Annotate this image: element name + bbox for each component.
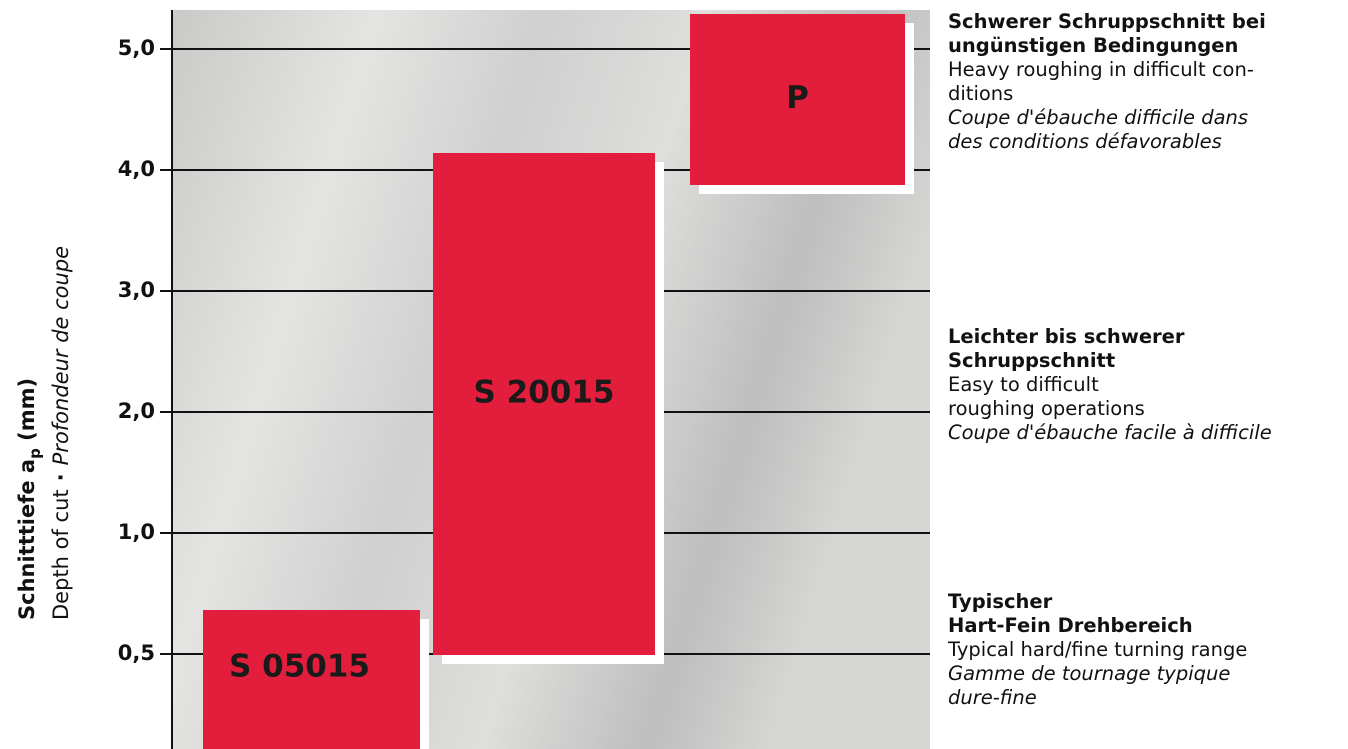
y-axis-title: Schnitttiefe ap (mm) — [15, 378, 44, 620]
y-title-separator: · — [49, 473, 73, 481]
box-label: S 20015 — [474, 375, 615, 411]
box-label: P — [786, 80, 809, 116]
y-axis-title-2: Depth of cut · Profondeur de coupe — [49, 246, 73, 620]
description-line: Leichter bis schwerer — [948, 325, 1272, 349]
y-title-unit: (mm) — [15, 378, 39, 448]
description-line: Easy to difficult — [948, 373, 1272, 397]
y-tick-label: 5,0 — [118, 36, 155, 60]
y-title-main: Schnitttiefe a — [15, 459, 39, 620]
description-line: ungünstigen Bedingungen — [948, 34, 1266, 58]
description-line: roughing operations — [948, 397, 1272, 421]
description-line: Hart-Fein Drehbereich — [948, 614, 1247, 638]
y-title-en: Depth of cut — [49, 489, 73, 620]
y-title-fr: Profondeur de coupe — [49, 246, 73, 465]
description-line: Heavy roughing in difficult con- — [948, 58, 1266, 82]
description-line: Gamme de tournage typique — [948, 662, 1247, 686]
box-label: S 05015 — [229, 649, 370, 685]
description-line: Coupe d'ébauche facile à difficile — [948, 421, 1272, 445]
page: {"axis_title": {"main": "Schnitttiefe a"… — [0, 0, 1348, 749]
description-line: Typical hard/fine turning range — [948, 638, 1247, 662]
y-tick-label: 3,0 — [118, 278, 155, 302]
description-line: ditions — [948, 82, 1266, 106]
y-tick-label: 1,0 — [118, 520, 155, 544]
y-title-sub: p — [26, 448, 44, 459]
description-line: Schruppschnitt — [948, 349, 1272, 373]
description-line: Schwerer Schruppschnitt bei — [948, 10, 1266, 34]
y-tick-label: 0,5 — [118, 641, 155, 665]
description-line: des conditions défavorables — [948, 130, 1266, 154]
y-tick-label: 2,0 — [118, 399, 155, 423]
description-line: Typischer — [948, 590, 1247, 614]
description-line: Coupe d'ébauche difficile dans — [948, 106, 1266, 130]
description-line: dure-fine — [948, 686, 1247, 710]
y-tick-label: 4,0 — [118, 157, 155, 181]
